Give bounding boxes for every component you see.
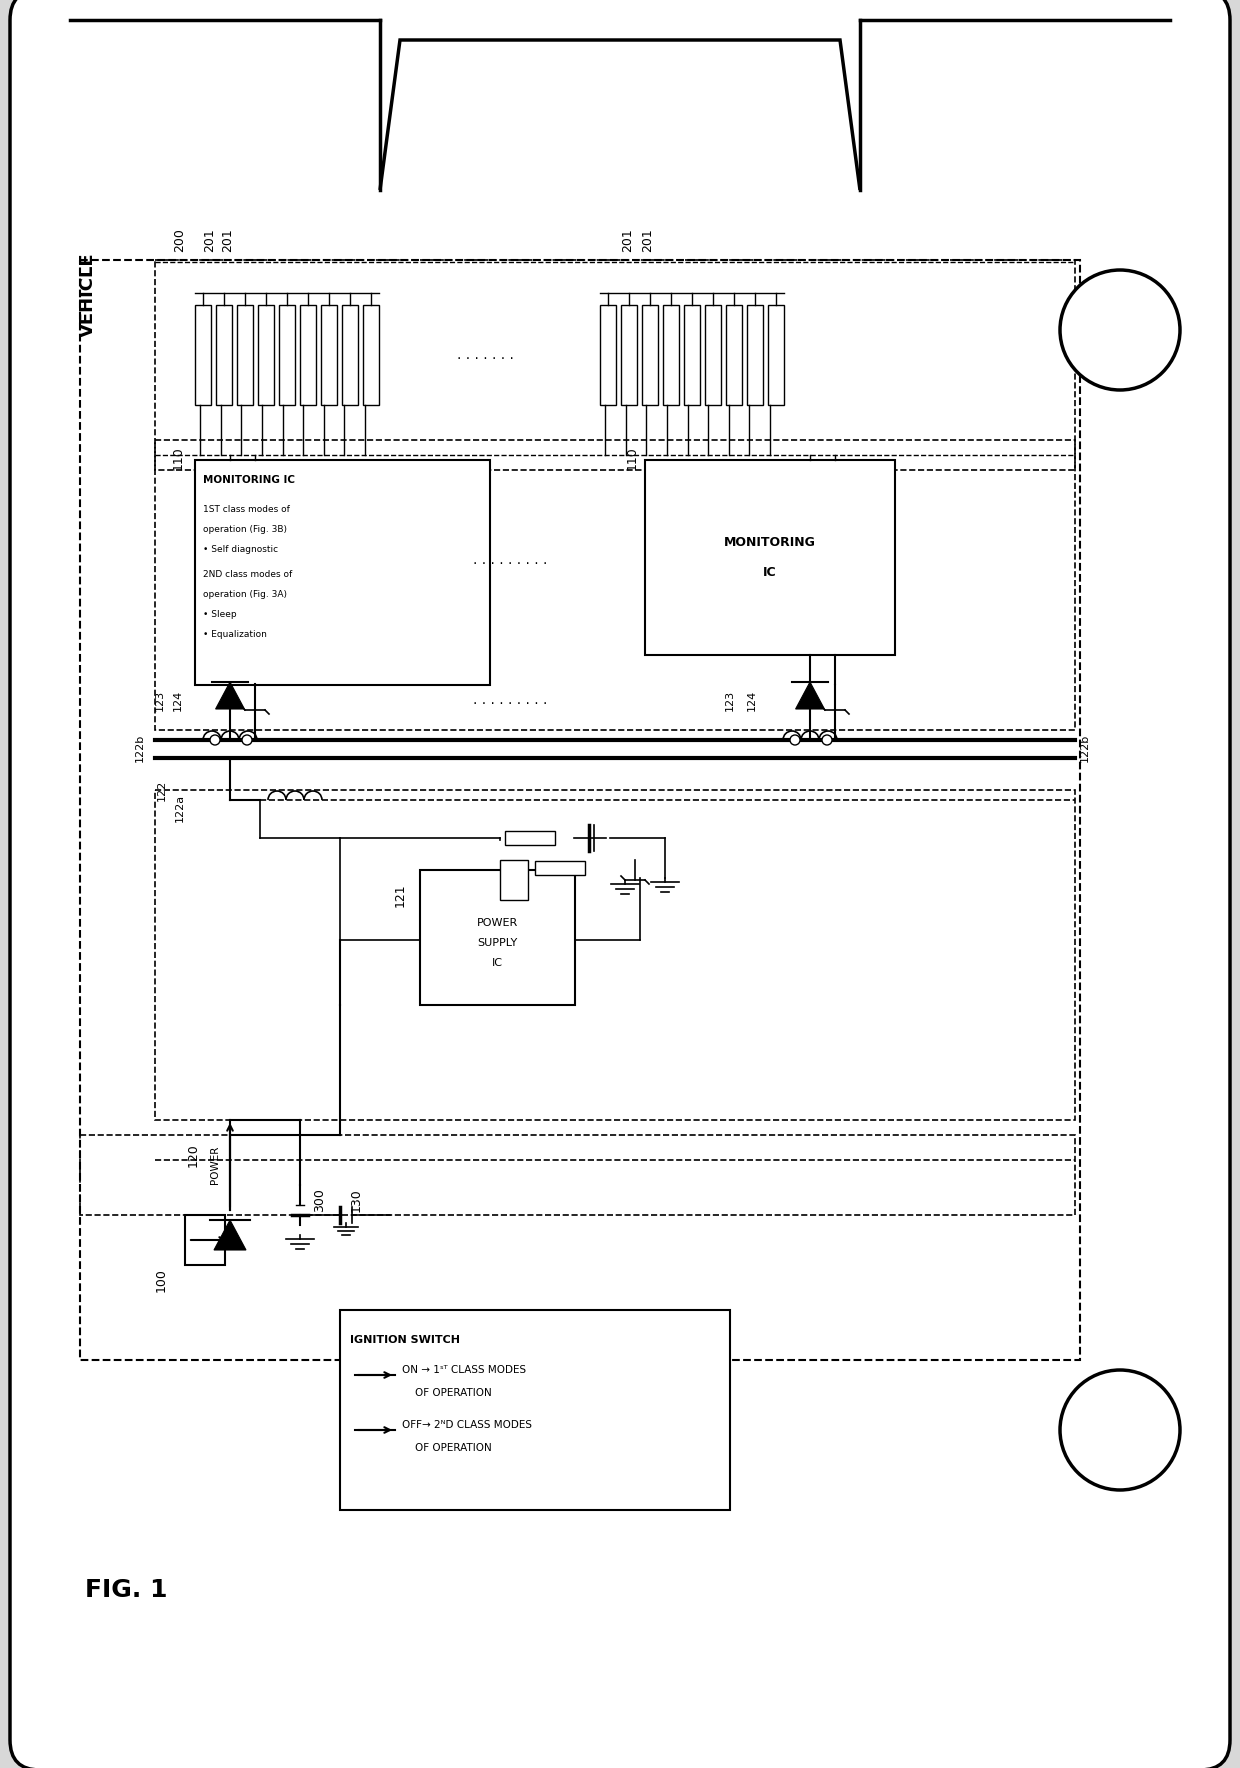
Bar xyxy=(534,861,585,875)
Text: • Self diagnostic: • Self diagnostic xyxy=(203,545,278,553)
Text: 300: 300 xyxy=(314,1188,326,1211)
Polygon shape xyxy=(216,682,244,709)
Bar xyxy=(321,306,337,405)
Polygon shape xyxy=(796,682,825,709)
Bar xyxy=(258,306,274,405)
Bar xyxy=(663,306,680,405)
Text: OFF→ 2ᴺD CLASS MODES: OFF→ 2ᴺD CLASS MODES xyxy=(402,1420,532,1430)
Polygon shape xyxy=(379,19,861,189)
Bar xyxy=(768,306,784,405)
Circle shape xyxy=(1060,271,1180,391)
Bar xyxy=(645,460,895,654)
Bar xyxy=(746,306,763,405)
FancyBboxPatch shape xyxy=(10,0,1230,1768)
Text: OF OPERATION: OF OPERATION xyxy=(415,1388,492,1398)
Polygon shape xyxy=(215,1220,246,1250)
Text: 2ND class modes of: 2ND class modes of xyxy=(203,569,293,578)
Bar xyxy=(420,870,575,1004)
Text: 124: 124 xyxy=(746,690,756,711)
Text: 110: 110 xyxy=(171,446,185,470)
Bar xyxy=(300,306,316,405)
Bar xyxy=(155,440,1075,730)
Text: MONITORING IC: MONITORING IC xyxy=(203,476,295,484)
Text: FIG. 1: FIG. 1 xyxy=(86,1579,167,1602)
Text: 122: 122 xyxy=(157,780,167,801)
Bar xyxy=(195,460,490,684)
Text: IGNITION SWITCH: IGNITION SWITCH xyxy=(350,1335,460,1345)
Bar xyxy=(725,306,742,405)
Text: 201: 201 xyxy=(641,228,655,253)
Text: 123: 123 xyxy=(155,690,165,711)
Text: 122b: 122b xyxy=(135,734,145,762)
Bar xyxy=(621,306,637,405)
Text: 130: 130 xyxy=(350,1188,363,1211)
Text: 201: 201 xyxy=(203,228,217,253)
Text: IC: IC xyxy=(492,958,503,967)
Text: POWER: POWER xyxy=(477,918,518,928)
Bar xyxy=(185,1215,224,1264)
Circle shape xyxy=(1060,1370,1180,1490)
Text: SUPPLY: SUPPLY xyxy=(477,937,517,948)
Text: • Sleep: • Sleep xyxy=(203,610,237,619)
Bar xyxy=(684,306,701,405)
Bar xyxy=(363,306,379,405)
Text: 200: 200 xyxy=(174,228,186,253)
Circle shape xyxy=(242,735,252,744)
Text: 201: 201 xyxy=(222,228,234,253)
Circle shape xyxy=(822,735,832,744)
Text: . . . . . . . . .: . . . . . . . . . xyxy=(472,693,547,707)
Text: • Equalization: • Equalization xyxy=(203,629,267,638)
Text: 122a: 122a xyxy=(175,794,185,822)
Text: 121: 121 xyxy=(393,884,407,907)
Text: 201: 201 xyxy=(621,228,635,253)
Text: MONITORING: MONITORING xyxy=(724,536,816,550)
Text: operation (Fig. 3A): operation (Fig. 3A) xyxy=(203,591,286,599)
Text: POWER: POWER xyxy=(210,1146,219,1185)
Text: IC: IC xyxy=(763,566,776,578)
Bar xyxy=(195,306,211,405)
Text: . . . . . . .: . . . . . . . xyxy=(456,348,513,362)
Text: VEHICLE: VEHICLE xyxy=(79,253,97,338)
Text: operation (Fig. 3B): operation (Fig. 3B) xyxy=(203,525,286,534)
Text: OF OPERATION: OF OPERATION xyxy=(415,1443,492,1453)
Text: 124: 124 xyxy=(174,690,184,711)
Bar xyxy=(600,306,616,405)
Bar xyxy=(505,831,556,845)
Bar xyxy=(279,306,295,405)
Text: 120: 120 xyxy=(187,1144,200,1167)
Bar xyxy=(155,790,1075,1119)
Bar xyxy=(155,260,1075,470)
Text: 110: 110 xyxy=(625,446,639,470)
Circle shape xyxy=(790,735,800,744)
Bar xyxy=(216,306,232,405)
Text: . . . . . . . . .: . . . . . . . . . xyxy=(472,553,547,568)
Text: ON → 1ˢᵀ CLASS MODES: ON → 1ˢᵀ CLASS MODES xyxy=(402,1365,526,1376)
Text: 100: 100 xyxy=(155,1268,167,1292)
Bar xyxy=(237,306,253,405)
Text: 123: 123 xyxy=(725,690,735,711)
Text: 122b: 122b xyxy=(1080,734,1090,762)
Bar xyxy=(706,306,720,405)
Bar xyxy=(500,859,528,900)
Bar xyxy=(340,1310,730,1510)
Circle shape xyxy=(210,735,219,744)
Bar xyxy=(81,260,1080,1360)
Bar xyxy=(642,306,658,405)
Bar xyxy=(342,306,358,405)
Text: 1ST class modes of: 1ST class modes of xyxy=(203,506,290,514)
Bar xyxy=(81,1135,1075,1215)
